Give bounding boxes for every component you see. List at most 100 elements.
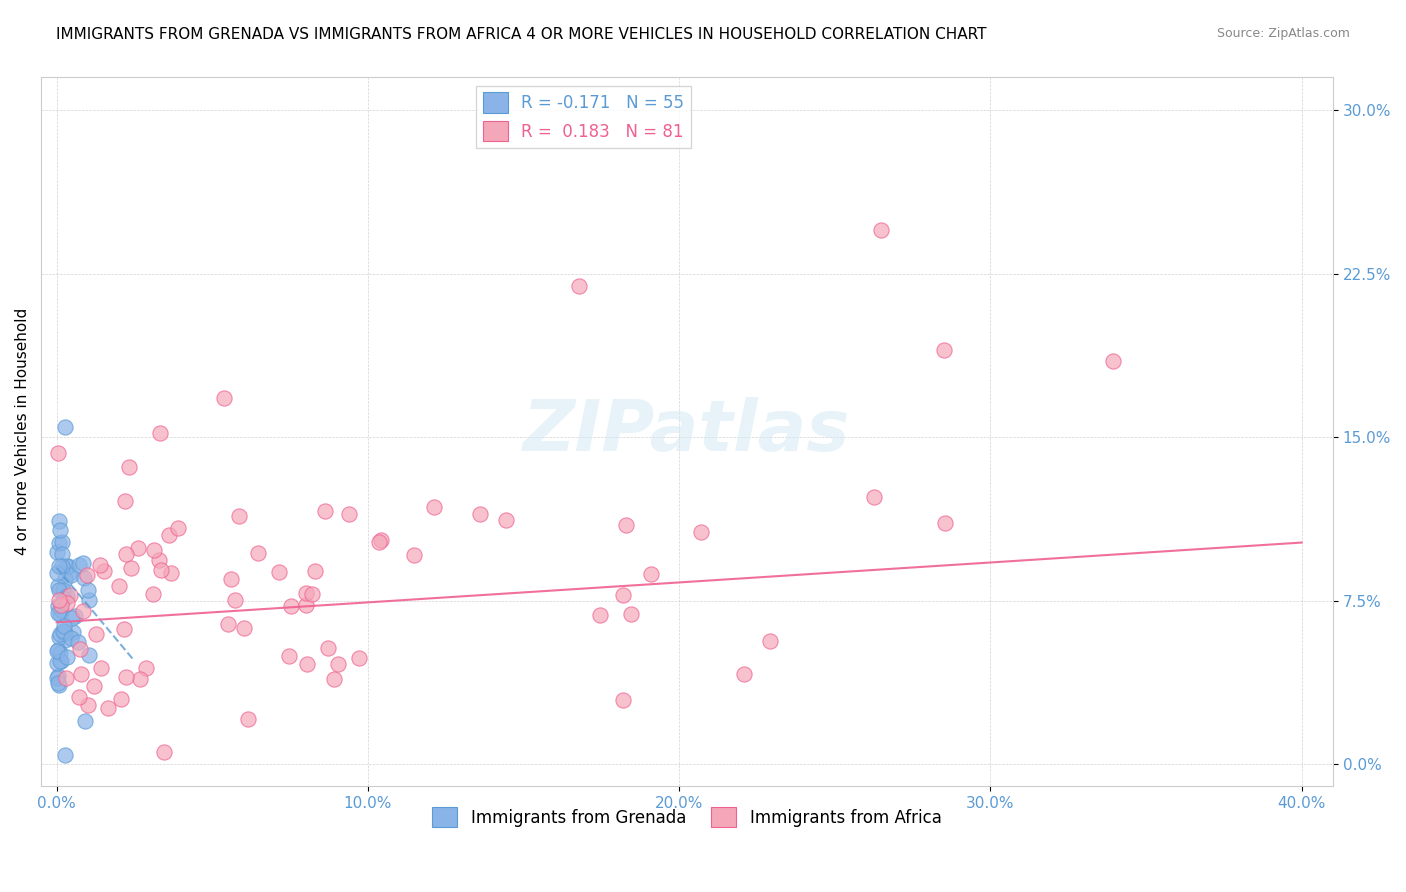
Point [46,643,69,657]
Point [59,588,82,602]
Point [56,589,79,603]
Point [612,588,634,602]
Point [84,627,107,641]
Point [468,508,491,522]
Point [46,671,69,685]
Point [49,523,72,537]
Point [46,656,69,670]
Point [301,587,323,601]
Point [89,558,111,573]
Point [863,490,886,504]
Point [118,460,141,475]
Point [640,567,662,582]
Point [46,579,69,593]
Point [67,558,90,572]
Point [568,279,591,293]
Point [60,611,83,625]
Point [616,518,638,533]
Point [79,648,101,662]
Point [48,630,70,644]
Point [66,635,89,649]
Point [67,690,90,705]
Point [233,621,256,635]
Point [129,672,152,686]
Point [73,571,96,585]
Point [142,587,165,601]
Point [58,566,80,581]
Point [72,556,94,570]
Point [402,548,425,562]
Point [46,566,69,581]
Point [46,607,69,621]
Point [368,534,391,549]
Point [53,748,76,763]
Point [620,607,643,621]
Point [97,701,120,715]
Point [46,446,69,460]
Point [52,583,75,598]
Point [932,343,955,357]
Point [73,714,96,729]
Point [56,559,79,574]
Point [56,596,79,610]
Point [55,671,77,685]
Point [60,567,83,582]
Point [48,514,70,528]
Point [733,666,755,681]
Point [112,622,135,636]
Point [157,528,180,542]
Point [135,661,157,675]
Point [160,566,183,580]
Point [236,712,259,726]
Point [212,391,235,405]
Point [228,508,250,523]
Point [48,535,70,549]
Point [422,500,444,515]
Point [49,654,72,668]
Point [72,604,94,618]
Point [77,698,100,713]
Point [142,543,165,558]
Point [93,564,115,578]
Point [53,633,76,648]
Point [65,609,87,624]
Point [224,592,246,607]
Point [758,634,780,648]
Point [46,644,69,658]
Point [277,649,299,664]
Point [49,654,72,668]
Point [77,582,100,597]
Point [314,504,336,518]
Point [48,593,70,607]
Point [108,579,131,593]
Point [62,625,84,640]
Point [337,507,360,521]
Point [120,561,142,575]
Point [167,521,190,535]
Point [149,563,172,577]
Point [48,558,70,573]
Point [495,513,517,527]
Text: IMMIGRANTS FROM GRENADA VS IMMIGRANTS FROM AFRICA 4 OR MORE VEHICLES IN HOUSEHOL: IMMIGRANTS FROM GRENADA VS IMMIGRANTS FR… [56,27,987,42]
Point [52,624,75,639]
Point [52,624,75,639]
Point [347,651,370,665]
Point [323,672,346,686]
Point [304,565,326,579]
Point [316,640,339,655]
Point [46,676,69,690]
Point [294,598,316,612]
Point [1102,353,1125,368]
Point [114,547,136,561]
Point [55,558,77,573]
Point [110,692,132,706]
Point [46,668,69,682]
Point [45,545,67,559]
Point [48,678,70,692]
Point [53,619,76,633]
Point [295,586,318,600]
Point [70,667,93,681]
Point [51,547,73,561]
Point [149,425,172,440]
Point [370,533,392,547]
